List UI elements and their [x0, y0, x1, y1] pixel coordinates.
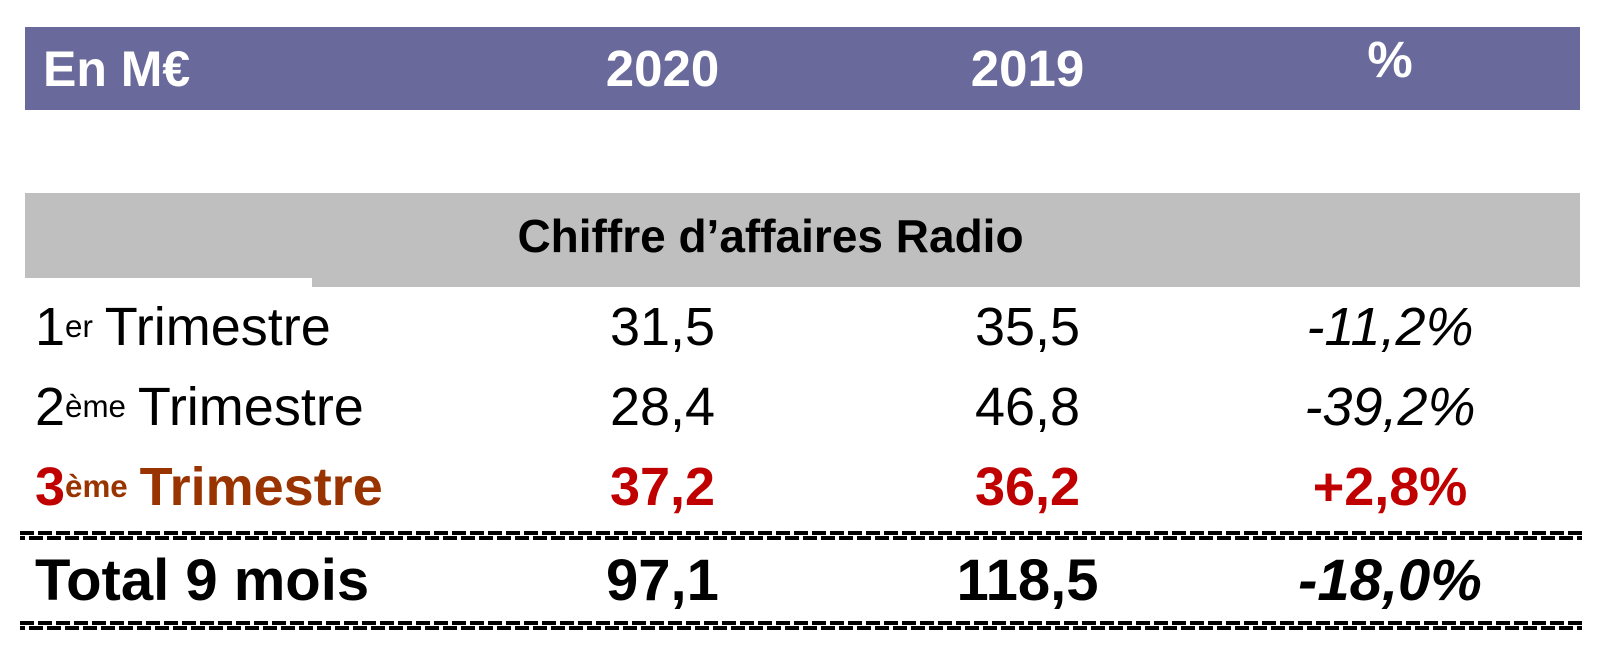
- divider-hatched-top: [20, 531, 1582, 540]
- table-row-q3-highlighted: 3 ème Trimestre 37,2 36,2 +2,8%: [25, 447, 1580, 527]
- section-banner-strip: [312, 278, 1580, 287]
- q2-label: 2 ème Trimestre: [35, 377, 364, 437]
- total-label: Total 9 mois: [35, 547, 370, 613]
- q3-value-percent: +2,8%: [1312, 457, 1468, 517]
- q2-value-2020: 28,4: [609, 377, 716, 437]
- total-value-2020: 97,1: [606, 547, 719, 613]
- header-cell-2019: 2019: [970, 40, 1085, 97]
- q1-value-2019: 35,5: [974, 297, 1081, 357]
- q3-label: 3 ème Trimestre: [35, 457, 383, 517]
- table-row-q2: 2 ème Trimestre 28,4 46,8 -39,2%: [25, 367, 1580, 447]
- q1-label: 1 er Trimestre: [35, 297, 331, 357]
- q3-value-2019: 36,2: [974, 457, 1081, 517]
- q1-value-2020: 31,5: [609, 297, 716, 357]
- header-cell-2020: 2020: [605, 40, 720, 97]
- q1-value-percent: -11,2%: [1306, 297, 1474, 357]
- q2-value-2019: 46,8: [974, 377, 1081, 437]
- total-value-2019: 118,5: [956, 547, 1099, 613]
- table-row-total: Total 9 mois 97,1 118,5 -18,0%: [25, 540, 1580, 620]
- header-cell-percent: %: [1367, 31, 1413, 88]
- table-header-row: En M€ 2020 2019 %: [25, 27, 1580, 110]
- q3-value-2020: 37,2: [609, 457, 716, 517]
- section-banner-title: Chiffre d’affaires Radio: [517, 209, 1024, 262]
- divider-hatched-bottom: [20, 621, 1582, 630]
- section-banner: Chiffre d’affaires Radio: [25, 193, 1580, 278]
- q2-value-percent: -39,2%: [1304, 377, 1476, 437]
- total-value-percent: -18,0%: [1298, 547, 1482, 613]
- table-row-q1: 1 er Trimestre 31,5 35,5 -11,2%: [25, 287, 1580, 367]
- header-cell-unit: En M€: [43, 40, 191, 97]
